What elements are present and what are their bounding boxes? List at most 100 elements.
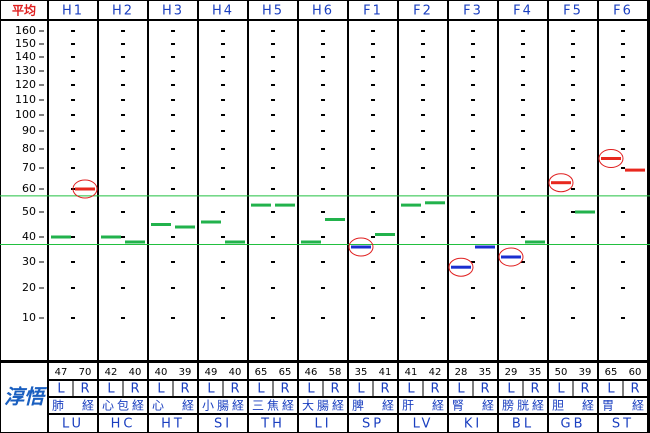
table-cell xyxy=(149,398,197,413)
average-label: 平均 xyxy=(12,3,36,18)
side-label: L xyxy=(257,382,265,397)
raw-value: 41 xyxy=(379,367,392,378)
side-label: R xyxy=(530,382,539,397)
alert-circle xyxy=(448,257,474,277)
alert-circle xyxy=(598,149,624,168)
marker xyxy=(475,245,495,249)
table-cell xyxy=(99,415,147,432)
table-cell xyxy=(299,363,347,379)
side-label: L xyxy=(507,382,515,397)
y-tick-label: 140 xyxy=(15,50,36,63)
side-label: L xyxy=(607,382,615,397)
marker xyxy=(375,233,395,236)
marker xyxy=(625,168,645,172)
marker xyxy=(275,203,295,207)
header-cell xyxy=(449,1,497,19)
side-label: L xyxy=(407,382,415,397)
table-cell xyxy=(499,363,547,379)
table-cell xyxy=(599,415,647,432)
table-cell xyxy=(599,398,647,413)
raw-value: 39 xyxy=(179,367,192,378)
y-tick-label: 70 xyxy=(22,161,36,174)
meridian-code: GB xyxy=(561,417,586,432)
raw-value: 65 xyxy=(279,367,292,378)
column-header: H4 xyxy=(212,4,234,19)
meridian-name: 心包経 xyxy=(102,399,144,413)
header-cell xyxy=(99,1,147,19)
raw-value: 47 xyxy=(55,367,68,378)
raw-value: 35 xyxy=(529,367,542,378)
header-cell xyxy=(499,1,547,19)
header-cell xyxy=(49,1,97,19)
table-cell xyxy=(349,398,397,413)
side-label: R xyxy=(580,382,589,397)
raw-value: 65 xyxy=(605,367,618,378)
column-header: F3 xyxy=(463,4,483,19)
side-label: R xyxy=(380,382,389,397)
meridian-code: LU xyxy=(62,417,84,432)
side-label: R xyxy=(280,382,289,397)
column-header: F4 xyxy=(513,4,533,19)
side-label: L xyxy=(57,382,65,397)
y-tick-label: 10 xyxy=(22,311,36,324)
logo-panel xyxy=(1,363,47,432)
meridian-code: LV xyxy=(413,417,434,432)
header-cell xyxy=(1,1,47,19)
side-label: R xyxy=(430,382,439,397)
marker xyxy=(301,240,321,244)
meridian-name: 三焦経 xyxy=(252,399,294,413)
table-cell xyxy=(549,363,597,379)
marker xyxy=(575,210,595,214)
y-tick-label: 50 xyxy=(22,205,36,218)
marker xyxy=(501,255,521,259)
header-cell xyxy=(149,1,197,19)
side-label: L xyxy=(157,382,165,397)
y-tick-label: 30 xyxy=(22,255,36,268)
column-header: H3 xyxy=(162,4,184,19)
column-panel xyxy=(299,21,347,360)
alert-circle xyxy=(498,247,524,267)
column-panel xyxy=(199,21,247,360)
header-cell xyxy=(249,1,297,19)
side-label: L xyxy=(457,382,465,397)
side-label: R xyxy=(330,382,339,397)
marker xyxy=(201,220,221,224)
alert-circle xyxy=(548,173,574,193)
column-header: H2 xyxy=(112,4,134,19)
meridian-name: 大腸経 xyxy=(302,399,344,413)
raw-value: 46 xyxy=(305,367,318,378)
marker xyxy=(251,203,271,207)
raw-value: 28 xyxy=(455,367,468,378)
table-cell xyxy=(249,415,297,432)
marker xyxy=(101,235,121,239)
header-cell xyxy=(599,1,647,19)
y-tick-label: 60 xyxy=(22,182,36,195)
column-header: H1 xyxy=(62,4,84,19)
raw-value: 60 xyxy=(629,367,642,378)
axis-panel xyxy=(1,21,47,360)
marker xyxy=(325,218,345,221)
marker xyxy=(51,235,71,239)
table-cell xyxy=(99,398,147,413)
column-panel xyxy=(499,21,547,360)
y-tick-label: 90 xyxy=(22,124,36,137)
marker xyxy=(525,240,545,244)
raw-value: 58 xyxy=(329,367,342,378)
table-cell xyxy=(49,363,97,379)
table-cell xyxy=(549,415,597,432)
table-cell xyxy=(149,415,197,432)
raw-value: 70 xyxy=(79,367,92,378)
column-panel xyxy=(599,21,647,360)
side-label: L xyxy=(357,382,365,397)
table-cell xyxy=(199,415,247,432)
raw-value: 42 xyxy=(429,367,442,378)
column-panel xyxy=(249,21,297,360)
y-tick-label: 160 xyxy=(15,24,36,37)
table-cell xyxy=(499,398,547,413)
logo: 淳悟 xyxy=(4,385,48,409)
y-tick-label: 40 xyxy=(22,230,36,243)
column-panel xyxy=(349,21,397,360)
marker xyxy=(451,265,471,269)
side-label: L xyxy=(207,382,215,397)
